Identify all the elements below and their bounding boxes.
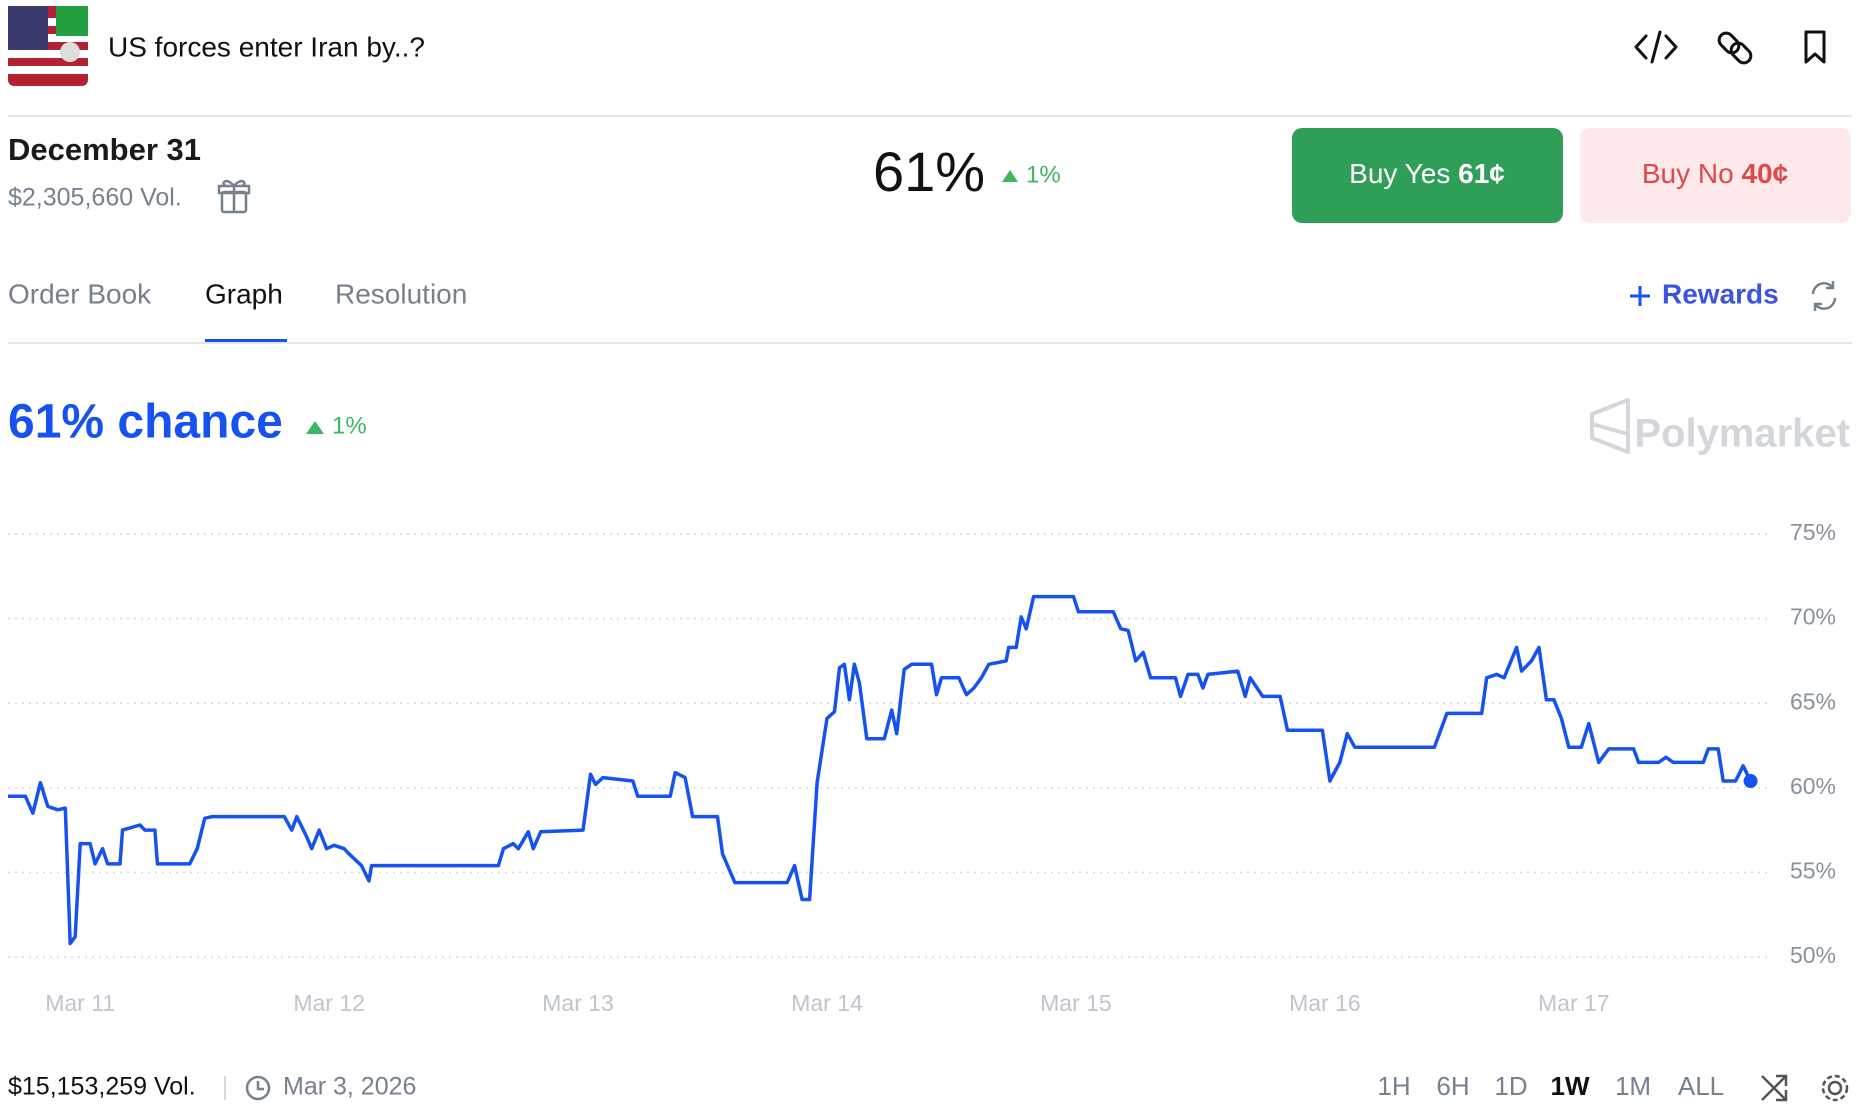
probability: 61% bbox=[873, 140, 985, 203]
x-tick-label: Mar 14 bbox=[791, 990, 863, 1016]
y-tick-label: 70% bbox=[1790, 604, 1836, 630]
y-tick-label: 65% bbox=[1790, 688, 1836, 714]
x-tick-label: Mar 15 bbox=[1040, 990, 1112, 1016]
tab[interactable]: Resolution bbox=[335, 278, 467, 309]
label: Buy No bbox=[1642, 158, 1734, 189]
y-tick-label: 75% bbox=[1790, 519, 1836, 545]
x-tick-label: Mar 12 bbox=[293, 990, 365, 1016]
range-option[interactable]: 1D bbox=[1494, 1071, 1527, 1101]
price-line bbox=[8, 594, 1753, 946]
market-icon bbox=[8, 6, 88, 86]
y-tick-label: 55% bbox=[1790, 857, 1836, 883]
outcome-date: December 31 bbox=[8, 132, 201, 167]
refresh-button[interactable] bbox=[1811, 281, 1837, 311]
plus-icon bbox=[1630, 286, 1650, 306]
x-tick-label: Mar 11 bbox=[45, 990, 115, 1016]
x-tick-label: Mar 13 bbox=[542, 990, 614, 1016]
rewards-button[interactable]: Rewards bbox=[1662, 278, 1779, 309]
button-label: Buy No 40¢ bbox=[1642, 158, 1788, 189]
range-option[interactable]: 6H bbox=[1436, 1071, 1469, 1101]
y-tick-label: 50% bbox=[1790, 942, 1836, 968]
price: 40¢ bbox=[1741, 158, 1788, 189]
buy-yes-button[interactable]: Buy Yes 61¢ bbox=[1292, 128, 1563, 223]
button-bg bbox=[1580, 128, 1851, 223]
last-point bbox=[1743, 774, 1758, 789]
plot: 50% 55% 60% 65% 70% 75% Mar 11 Mar 12 Mar 13 Mar … bbox=[8, 519, 1836, 1016]
change-arrow bbox=[1002, 170, 1018, 182]
tab-underline bbox=[205, 339, 287, 343]
button-label: Buy Yes 61¢ bbox=[1349, 158, 1505, 189]
watermark-logo bbox=[1590, 398, 1630, 454]
shuffle-button[interactable] bbox=[1761, 1074, 1788, 1102]
range-option[interactable]: 1M bbox=[1615, 1071, 1651, 1101]
buy-no-button[interactable]: Buy No 40¢ bbox=[1580, 128, 1851, 223]
tab[interactable]: Order Book bbox=[8, 278, 152, 309]
market-title: US forces enter Iran by..? bbox=[108, 31, 425, 62]
end-date: Mar 3, 2026 bbox=[283, 1073, 416, 1101]
x-tick-label: Mar 16 bbox=[1289, 990, 1361, 1016]
x-tick-label: Mar 17 bbox=[1538, 990, 1610, 1016]
y-tick-label: 60% bbox=[1790, 773, 1836, 799]
chart-title: 61% chance bbox=[8, 396, 283, 449]
label: Buy Yes bbox=[1349, 158, 1450, 189]
bookmark-button[interactable] bbox=[1804, 30, 1826, 64]
tab-active[interactable]: Graph bbox=[205, 278, 283, 309]
outcome-volume: $2,305,660 Vol. bbox=[8, 184, 182, 212]
settings-button[interactable] bbox=[1821, 1074, 1849, 1102]
gift-icon bbox=[217, 179, 251, 214]
price: 61¢ bbox=[1458, 158, 1505, 189]
range-option[interactable]: ALL bbox=[1678, 1071, 1724, 1101]
watermark: Polymarket bbox=[1634, 412, 1850, 456]
change-arrow bbox=[306, 421, 324, 434]
clock-icon bbox=[245, 1075, 271, 1101]
embed-button[interactable] bbox=[1634, 30, 1678, 64]
chart-change: 1% bbox=[332, 412, 367, 439]
probability-change: 1% bbox=[1026, 161, 1061, 188]
button-bg bbox=[1292, 128, 1563, 223]
total-volume: $15,153,259 Vol. bbox=[8, 1073, 196, 1101]
range-option[interactable]: 1W bbox=[1551, 1071, 1590, 1101]
range-option[interactable]: 1H bbox=[1377, 1071, 1410, 1101]
range-selector: 1H 6H 1D 1W 1M ALL bbox=[1377, 1071, 1724, 1101]
link-button[interactable] bbox=[1716, 30, 1753, 65]
